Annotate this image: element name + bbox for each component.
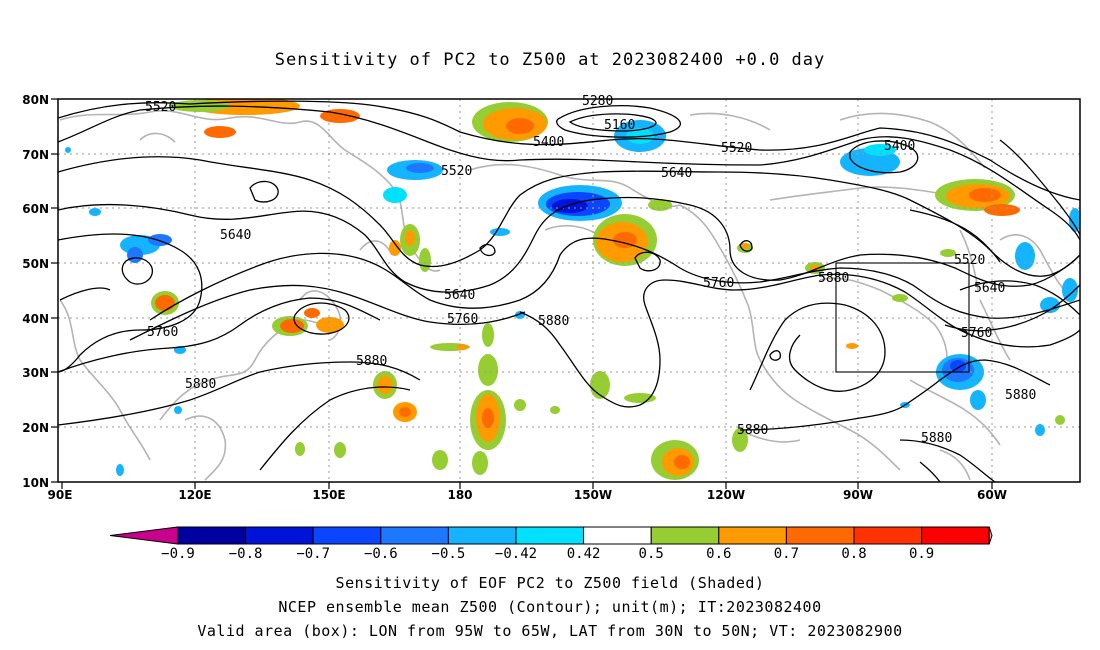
lon-label: 120E (178, 488, 211, 502)
map-content (58, 99, 1080, 482)
contour-label: 5880 (185, 377, 216, 392)
contour-label: 5400 (533, 135, 564, 150)
colorbar-swatch (650, 526, 720, 545)
contour-label: 5880 (538, 314, 569, 329)
colorbar-swatch (853, 526, 923, 545)
colorbar-swatch (380, 526, 449, 545)
contour-label: 5640 (220, 228, 251, 243)
colorbar-label: −0.8 (229, 546, 263, 562)
lon-label: 150W (574, 488, 612, 502)
lat-axis-labels: 80N 70N 60N 50N 40N 30N 20N 10N (22, 93, 49, 490)
colorbar-swatch (921, 526, 990, 545)
contour-label: 5880 (356, 354, 387, 369)
lat-label: 10N (22, 476, 49, 490)
contour-label: 5520 (954, 253, 985, 268)
lon-label: 90W (843, 488, 873, 502)
colorbar-label: −0.42 (495, 546, 537, 562)
sensitivity-shading (65, 99, 1080, 480)
contour-label: 5760 (703, 276, 734, 291)
lat-label: 30N (22, 366, 49, 380)
colorbar-swatch (447, 526, 517, 545)
colorbar-label: −0.9 (161, 546, 195, 562)
z500-contours (58, 100, 1080, 482)
contour-label: 5760 (961, 326, 992, 341)
contour-label: 5640 (974, 281, 1005, 296)
valid-area-box (835, 262, 970, 373)
colorbar: −0.9 −0.8 −0.7 −0.6 −0.5 −0.42 0.42 0.5 0.6 0.7 0.… (109, 526, 993, 562)
colorbar-swatch (583, 526, 652, 545)
colorbar-end-high (988, 526, 993, 545)
colorbar-label: 0.9 (909, 546, 934, 562)
colorbar-label: −0.5 (432, 546, 466, 562)
lat-label: 20N (22, 421, 49, 435)
lat-label: 80N (22, 93, 49, 107)
contour-label: 5760 (447, 312, 478, 327)
contour-label: 5640 (444, 288, 475, 303)
axis-ticks (51, 98, 993, 489)
caption-line-1: Sensitivity of EOF PC2 to Z500 field (Sh… (335, 574, 765, 592)
contour-label: 5640 (661, 166, 692, 181)
lat-label: 40N (22, 312, 49, 326)
lat-label: 60N (22, 202, 49, 216)
contour-label: 5880 (818, 271, 849, 286)
lat-lon-grid (58, 99, 1080, 482)
colorbar-label: −0.6 (364, 546, 398, 562)
contour-label: 5520 (145, 100, 176, 115)
colorbar-swatch (245, 526, 314, 545)
caption-line-3: Valid area (box): LON from 95W to 65W, L… (197, 622, 903, 640)
colorbar-swatch (785, 526, 855, 545)
coastlines (59, 110, 1076, 481)
colorbar-label: 0.42 (567, 546, 601, 562)
lon-label: 60W (977, 488, 1007, 502)
colorbar-swatch (718, 526, 787, 545)
contour-label: 5880 (921, 431, 952, 446)
colorbar-swatch (515, 526, 585, 545)
lon-label: 90E (48, 488, 73, 502)
contour-labels: 5520 5280 5160 5400 5520 5640 5520 5400 … (145, 94, 1036, 446)
contour-label: 5520 (721, 141, 752, 156)
contour-label: 5880 (737, 423, 768, 438)
lon-axis-labels: 90E 120E 150E 180 150W 120W 90W 60W (48, 488, 1007, 502)
contour-label: 5160 (604, 118, 635, 133)
contour-label: 5400 (884, 139, 915, 154)
colorbar-label: 0.7 (774, 546, 799, 562)
colorbar-label: −0.7 (296, 546, 330, 562)
colorbar-swatch (312, 526, 382, 545)
colorbar-label: 0.6 (706, 546, 731, 562)
colorbar-label: 0.5 (639, 546, 664, 562)
figure-title: Sensitivity of PC2 to Z500 at 2023082400… (274, 50, 826, 70)
contour-label: 5520 (441, 164, 472, 179)
lat-label: 70N (22, 148, 49, 162)
colorbar-end-low (109, 526, 179, 545)
colorbar-label: 0.8 (841, 546, 866, 562)
lon-label: 180 (447, 488, 472, 502)
lon-label: 120W (707, 488, 745, 502)
caption-line-2: NCEP ensemble mean Z500 (Contour); unit(… (278, 598, 822, 616)
colorbar-swatch (177, 526, 247, 545)
map-frame (57, 98, 1081, 483)
lat-label: 50N (22, 257, 49, 271)
lon-label: 150E (312, 488, 345, 502)
contour-label: 5760 (147, 325, 178, 340)
contour-label: 5280 (582, 94, 613, 109)
contour-label: 5880 (1005, 388, 1036, 403)
